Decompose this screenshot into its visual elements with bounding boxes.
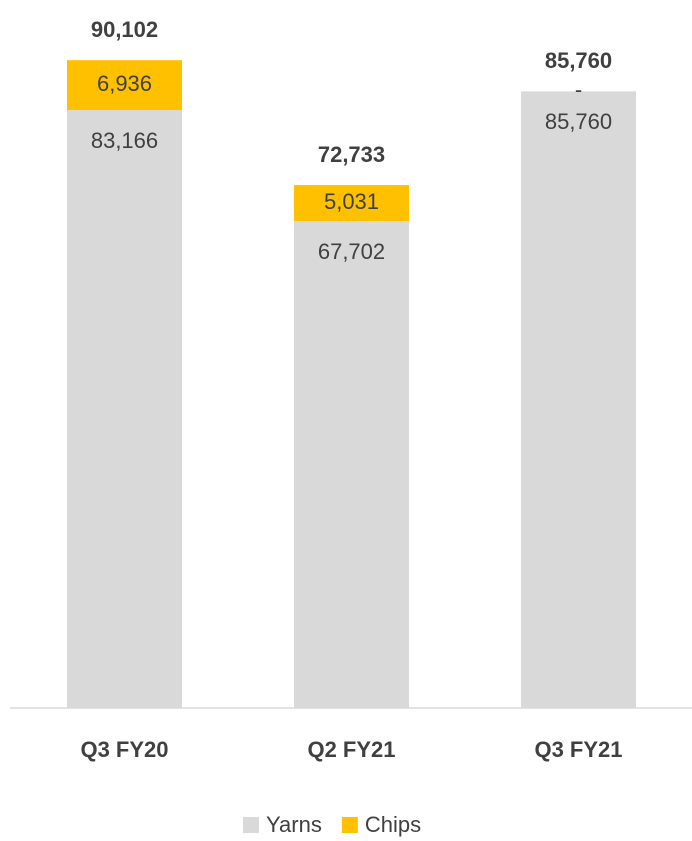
x-tick-label: Q3 FY21 <box>534 737 622 762</box>
total-label: 90,102 <box>91 17 158 42</box>
x-tick-label: Q3 FY20 <box>80 737 168 762</box>
bar-segment <box>521 91 636 708</box>
legend-swatch <box>341 817 358 833</box>
legend-label: Chips <box>365 812 421 837</box>
data-label: - <box>575 77 582 102</box>
x-tick-label: Q2 FY21 <box>307 737 395 762</box>
data-label: 67,702 <box>318 239 385 264</box>
total-label: 85,760 <box>545 48 612 73</box>
data-label: 83,166 <box>91 128 158 153</box>
legend-label: Yarns <box>266 812 322 837</box>
legend-swatch <box>243 817 259 833</box>
data-label: 5,031 <box>324 189 379 214</box>
bar-segment <box>294 221 409 708</box>
data-label: 85,760 <box>545 109 612 134</box>
bar-segment <box>294 185 409 222</box>
total-label: 72,733 <box>318 142 385 167</box>
bar-segment <box>67 60 182 111</box>
bar-segment <box>67 110 182 709</box>
data-label: 6,936 <box>97 71 152 96</box>
